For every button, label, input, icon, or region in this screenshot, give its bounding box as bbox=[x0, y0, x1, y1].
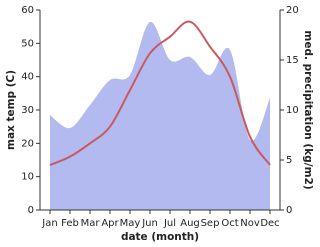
x-tick-label: Oct bbox=[221, 218, 238, 229]
y2-tick-label: 0 bbox=[286, 205, 292, 216]
x-tick-label: Aug bbox=[180, 218, 200, 229]
precipitation-area bbox=[50, 21, 270, 211]
x-tick-label: Jan bbox=[41, 218, 57, 229]
x-tick-label: Jun bbox=[141, 218, 158, 229]
x-tick-label: May bbox=[120, 218, 141, 229]
x-tick-label: Apr bbox=[101, 218, 119, 229]
x-axis-title: date (month) bbox=[121, 231, 199, 243]
y-tick-label: 60 bbox=[21, 5, 34, 16]
y-tick-label: 40 bbox=[21, 72, 34, 83]
y-tick-label: 30 bbox=[21, 105, 34, 116]
y-tick-label: 50 bbox=[21, 38, 34, 49]
y2-tick-label: 20 bbox=[286, 5, 299, 16]
x-tick-label: Sep bbox=[201, 218, 220, 229]
y-tick-label: 20 bbox=[21, 138, 34, 149]
y2-tick-label: 10 bbox=[286, 105, 299, 116]
x-tick-label: Jul bbox=[163, 218, 176, 229]
y2-axis-title: med. precipitation (kg/m2) bbox=[302, 30, 314, 189]
y2-tick-label: 5 bbox=[286, 155, 292, 166]
x-tick-label: Nov bbox=[240, 218, 260, 229]
temperature-line bbox=[49, 20, 271, 166]
y-tick-label: 0 bbox=[28, 205, 34, 216]
x-tick-label: Dec bbox=[260, 218, 279, 229]
y2-tick-label: 15 bbox=[286, 55, 299, 66]
y-tick-label: 10 bbox=[21, 172, 34, 183]
x-tick-label: Mar bbox=[81, 218, 101, 229]
x-tick-label: Feb bbox=[61, 218, 79, 229]
y-axis-title: max temp (C) bbox=[5, 70, 17, 150]
